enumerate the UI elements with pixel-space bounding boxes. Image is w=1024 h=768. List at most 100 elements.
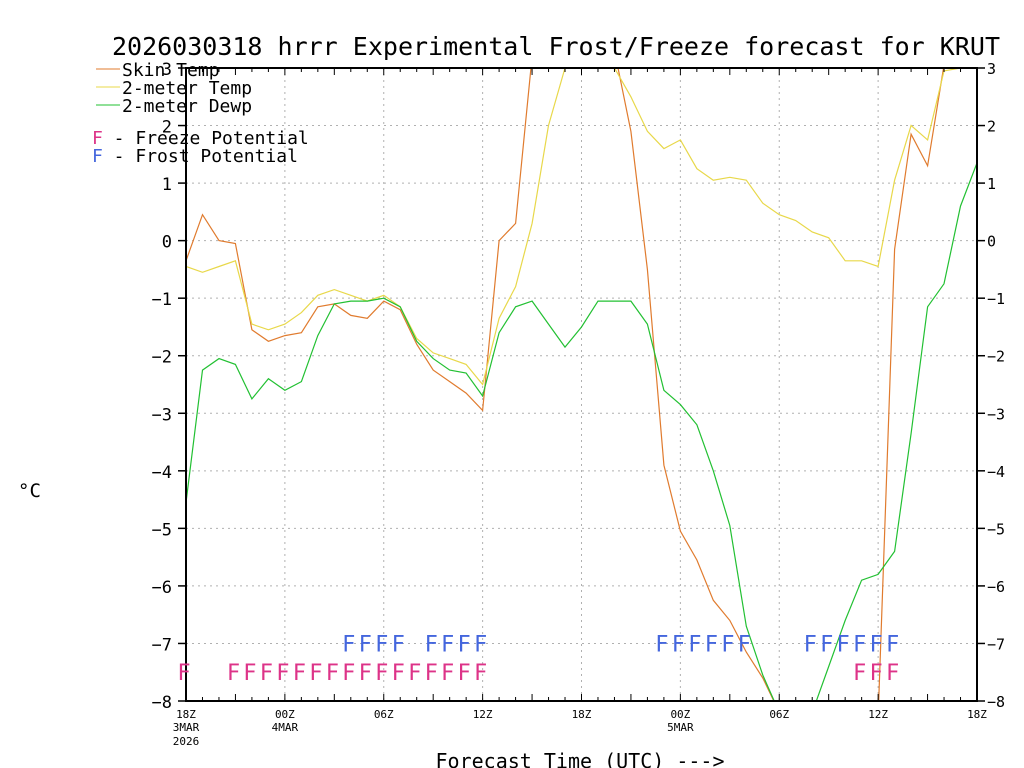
legend-frost-label: Frost Potential: [135, 146, 298, 167]
legend-freeze-label: Freeze Potential: [135, 128, 308, 149]
y-tick-label-right: 2: [987, 118, 996, 136]
legend-frost-marker: F: [92, 146, 103, 167]
freeze-marker: F: [326, 661, 339, 686]
freeze-marker: F: [177, 661, 190, 686]
y-tick-label-left: −5: [152, 520, 172, 540]
x-tick-label: 06Z: [769, 708, 789, 721]
axis-ticks: [178, 67, 985, 702]
freeze-marker: F: [886, 661, 899, 686]
y-tick-label-left: −4: [152, 463, 172, 483]
x-tick-date: 5MAR: [667, 721, 694, 734]
frost-marker: F: [672, 632, 685, 657]
series-line-skin-temp: [186, 68, 945, 701]
legend: Skin Temp 2-meter Temp 2-meter Dewp F - …: [92, 60, 309, 167]
freeze-marker: F: [309, 661, 322, 686]
legend-freeze-sep: -: [103, 128, 136, 149]
frost-marker: F: [655, 632, 668, 657]
freeze-marker: F: [425, 661, 438, 686]
legend-label-skin-temp: Skin Temp: [122, 60, 220, 81]
frost-marker: F: [705, 632, 718, 657]
y-tick-label-right: −1: [987, 290, 1005, 308]
series-lines: [186, 68, 977, 701]
plot-frame: [185, 67, 978, 702]
legend-freeze-potential: F - Freeze Potential: [92, 128, 309, 149]
x-tick-date: 3MAR: [173, 721, 200, 734]
frost-marker: F: [359, 632, 372, 657]
freeze-marker: F: [458, 661, 471, 686]
series-line-2-meter-dewp: [186, 162, 977, 701]
frost-marker: F: [820, 632, 833, 657]
frost-marker: F: [870, 632, 883, 657]
chart-title: 2026030318 hrrr Experimental Frost/Freez…: [112, 32, 1000, 61]
x-tick-label: 12Z: [473, 708, 493, 721]
legend-freeze-marker: F: [92, 128, 103, 149]
y-tick-label-right: −3: [987, 405, 1005, 423]
y-tick-label-left: −2: [152, 348, 172, 368]
y-tick-label-left: −8: [152, 693, 172, 713]
legend-label-2m-temp: 2-meter Temp: [122, 78, 252, 99]
freeze-marker: F: [359, 661, 372, 686]
gridlines: [186, 68, 977, 701]
y-tick-label-right: −7: [987, 635, 1005, 653]
freeze-marker: F: [392, 661, 405, 686]
freeze-marker: F: [441, 661, 454, 686]
x-tick-label: 06Z: [374, 708, 394, 721]
y-tick-label-right: −6: [987, 578, 1005, 596]
frost-marker: F: [474, 632, 487, 657]
y-tick-label-left: 0: [162, 233, 172, 253]
x-tick-label: 00Z: [670, 708, 690, 721]
y-tick-label-right: −5: [987, 520, 1005, 538]
freeze-marker: F: [408, 661, 421, 686]
y-tick-label-left: 2: [162, 118, 172, 138]
y-tick-label-right: −4: [987, 463, 1005, 481]
y-tick-label-right: 1: [987, 175, 996, 193]
freeze-marker: F: [293, 661, 306, 686]
x-tick-label: 18Z: [572, 708, 592, 721]
frost-marker: F: [853, 632, 866, 657]
freeze-marker: F: [260, 661, 273, 686]
y-axis-right-labels: −8 −7 −6 −5 −4 −3 −2 −1 0 1 2 3: [987, 60, 1005, 711]
y-tick-label-right: 0: [987, 233, 996, 251]
y-tick-label-left: 3: [162, 60, 172, 80]
y-tick-label-left: −6: [152, 578, 172, 598]
x-tick-year: 2026: [173, 735, 200, 748]
frost-marker: F: [458, 632, 471, 657]
freeze-marker: F: [853, 661, 866, 686]
legend-frost-potential: F - Frost Potential: [92, 146, 298, 167]
x-tick-label: 00Z: [275, 708, 295, 721]
y-tick-label-left: −7: [152, 635, 172, 655]
frost-marker: F: [804, 632, 817, 657]
frost-marker: F: [688, 632, 701, 657]
legend-frost-sep: -: [103, 146, 136, 167]
x-tick-date: 4MAR: [272, 721, 299, 734]
freeze-marker: F: [276, 661, 289, 686]
y-tick-label-right: −2: [987, 348, 1005, 366]
x-tick-label: 18Z: [967, 708, 987, 721]
frost-marker: F: [425, 632, 438, 657]
x-tick-label: 18Z: [176, 708, 196, 721]
y-tick-label-left: 1: [162, 175, 172, 195]
series-line-2-meter-temp: [186, 68, 961, 386]
freeze-marker: F: [375, 661, 388, 686]
frost-marker: F: [342, 632, 355, 657]
frost-marker: F: [721, 632, 734, 657]
potential-markers: F F F F F F F F F F F F F F F F F F F FF F F F F F F F F F F F F F F F F F F F: [177, 632, 899, 686]
frost-marker: F: [837, 632, 850, 657]
y-tick-label-left: −1: [152, 290, 172, 310]
y-axis-left-labels: −8 −7 −6 −5 −4 −3 −2 −1 0 1 2 3: [152, 60, 172, 713]
x-axis-label: Forecast Time (UTC) --->: [436, 749, 725, 768]
freeze-marker: F: [870, 661, 883, 686]
frost-marker: F: [441, 632, 454, 657]
legend-label-2m-dewp: 2-meter Dewp: [122, 96, 252, 117]
frost-marker: F: [886, 632, 899, 657]
freeze-marker: F: [474, 661, 487, 686]
frost-marker: F: [375, 632, 388, 657]
y-tick-label-right: −8: [987, 693, 1005, 711]
freeze-marker: F: [342, 661, 355, 686]
frost-marker: F: [392, 632, 405, 657]
y-tick-label-right: 3: [987, 60, 996, 78]
freeze-marker: F: [227, 661, 240, 686]
frost-marker: F: [738, 632, 751, 657]
